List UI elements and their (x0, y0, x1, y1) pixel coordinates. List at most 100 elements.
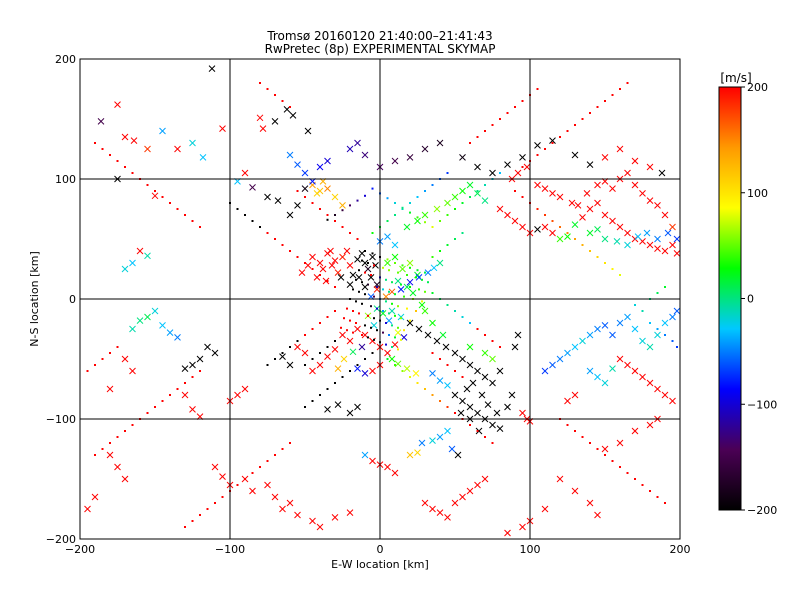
point-x-marker (451, 349, 459, 357)
point-dot-marker (355, 300, 357, 303)
point-dot-marker (340, 326, 342, 329)
point-x-marker (97, 118, 105, 125)
point-dot-marker (559, 136, 561, 138)
point-dot-marker (484, 334, 486, 336)
point-dot-marker (355, 322, 357, 324)
point-dot-marker (400, 283, 402, 286)
point-x-marker (151, 307, 159, 315)
point-dot-marker (439, 400, 441, 402)
point-dot-marker (356, 238, 359, 240)
point-dot-marker (397, 348, 399, 351)
point-dot-marker (161, 400, 164, 402)
point-x-marker (514, 169, 522, 177)
point-dot-marker (326, 280, 329, 282)
point-x-marker (343, 247, 351, 255)
colorbar-tick-label: −200 (747, 504, 777, 517)
point-x-marker (489, 379, 496, 387)
point-dot-marker (391, 324, 393, 327)
point-x-marker (406, 319, 414, 327)
point-dot-marker (364, 324, 366, 327)
point-dot-marker (521, 166, 524, 168)
point-dot-marker (656, 496, 659, 498)
point-x-marker (439, 331, 447, 339)
point-x-marker (373, 281, 381, 288)
point-dot-marker (370, 274, 372, 276)
point-x-marker (646, 197, 654, 204)
point-x-marker (646, 343, 654, 351)
point-dot-marker (382, 331, 384, 334)
point-x-marker (406, 451, 414, 459)
point-x-marker (144, 313, 151, 321)
point-x-marker (429, 437, 436, 444)
point-dot-marker (124, 430, 126, 432)
colorbar-ticks: 200 100 0 −100 −200 (741, 81, 777, 517)
point-dot-marker (184, 382, 186, 384)
point-x-marker (669, 223, 676, 231)
point-dot-marker (431, 184, 434, 186)
point-x-marker (331, 346, 339, 353)
point-dot-marker (199, 514, 201, 516)
point-dot-marker (109, 154, 111, 156)
point-x-marker (586, 229, 594, 237)
point-dot-marker (391, 346, 393, 348)
point-x-marker (669, 241, 676, 249)
point-x-marker (354, 256, 361, 263)
x-tick-label: −200 (65, 543, 95, 556)
grid-lines (80, 59, 680, 539)
point-dot-marker (373, 338, 375, 341)
point-x-marker (429, 370, 436, 377)
point-x-marker (412, 370, 420, 377)
point-dot-marker (394, 262, 396, 264)
point-dot-marker (281, 448, 284, 450)
point-dot-marker (446, 304, 449, 306)
point-dot-marker (94, 142, 96, 144)
point-x-marker (601, 322, 609, 329)
point-dot-marker (589, 442, 591, 444)
point-dot-marker (281, 352, 284, 354)
point-dot-marker (416, 216, 419, 219)
point-x-marker (294, 343, 301, 351)
point-dot-marker (664, 286, 666, 288)
point-dot-marker (326, 388, 329, 390)
point-x-marker (519, 154, 526, 161)
point-x-marker (631, 427, 639, 435)
point-dot-marker (611, 94, 614, 96)
point-x-marker (294, 511, 301, 519)
point-dot-marker (364, 358, 366, 360)
point-x-marker (346, 409, 354, 417)
point-dot-marker (397, 326, 399, 329)
point-dot-marker (431, 292, 434, 294)
point-x-marker (346, 509, 354, 516)
point-dot-marker (221, 496, 224, 498)
point-x-marker (354, 365, 361, 372)
point-x-marker (564, 349, 571, 357)
point-dot-marker (206, 508, 209, 510)
point-dot-marker (364, 271, 366, 274)
point-x-marker (369, 457, 376, 465)
point-dot-marker (382, 266, 384, 269)
colorbar-tick-label: 100 (747, 187, 768, 200)
point-dot-marker (124, 166, 126, 168)
point-dot-marker (319, 352, 321, 354)
point-dot-marker (388, 334, 390, 336)
point-dot-marker (431, 256, 434, 258)
point-x-marker (358, 343, 366, 351)
point-dot-marker (641, 310, 644, 312)
point-x-marker (324, 353, 331, 360)
point-dot-marker (401, 370, 404, 372)
point-dot-marker (656, 292, 659, 294)
point-x-marker (549, 190, 556, 197)
point-dot-marker (394, 293, 396, 296)
point-dot-marker (364, 293, 366, 296)
point-dot-marker (289, 250, 291, 252)
point-dot-marker (311, 328, 314, 330)
point-dot-marker (596, 448, 599, 450)
point-x-marker (493, 409, 501, 417)
point-dot-marker (506, 112, 509, 114)
point-x-marker (151, 192, 159, 200)
point-x-marker (274, 197, 282, 204)
y-axis-label: N-S location [km] (28, 251, 41, 347)
point-dot-marker (361, 302, 363, 305)
point-dot-marker (619, 274, 621, 276)
point-x-marker (564, 397, 571, 405)
